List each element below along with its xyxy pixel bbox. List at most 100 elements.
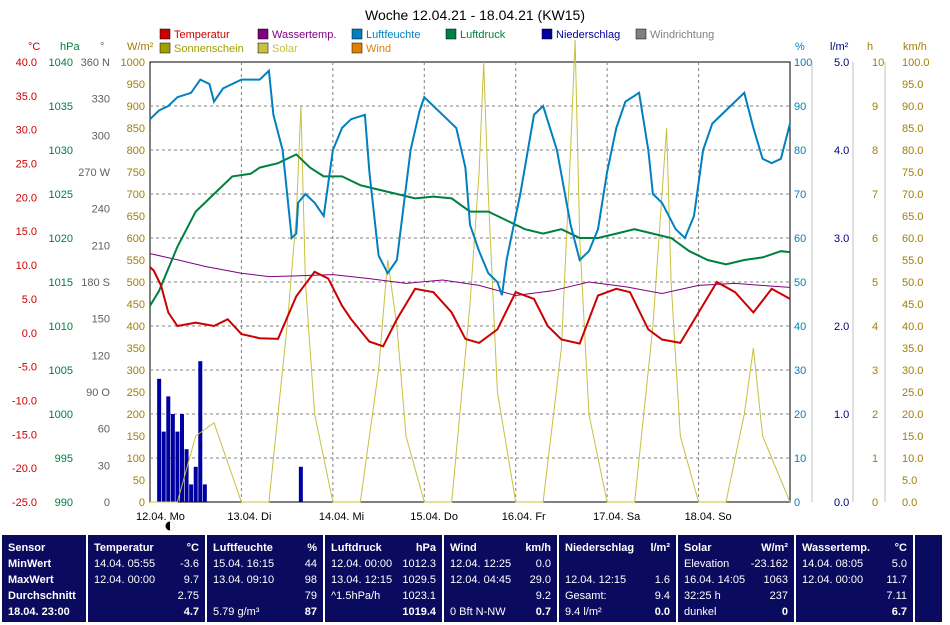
axis-tick-label: 20.0 [16,192,37,204]
axis-tick-label: 5 [872,277,878,289]
axis-tick-label: 1025 [49,189,73,201]
legend-swatch [159,42,171,54]
axis-tick-label: 700 [127,189,145,201]
solar-elevation-label: Elevation [684,558,730,570]
axis-tick-label: 4.0 [834,145,849,157]
chart-series [149,39,791,503]
luftdruck-max-value: 1029.5 [402,574,436,586]
solar-sunshine-hours: 32:25 h [684,590,721,602]
axis-tick-label: 1000 [49,409,73,421]
legend-label: Temperatur [174,29,230,41]
axis-unit: l/m² [830,41,849,53]
temperatur-max-value: 9.7 [183,574,199,586]
solar-elevation-value: -23.162 [750,558,788,570]
niederschlag-total-value: 9.4 [654,590,670,602]
axis-tick-label: 1035 [49,101,73,113]
luftfeuchte-now-value: 87 [304,606,317,618]
axis-tick-label: 330 [92,94,110,106]
axis-tick-label: 0.0 [834,497,849,509]
sensor-avg-label: Durchschnitt [8,590,76,602]
moon-phase-icon-light [170,521,175,531]
axis-tick-label: 60 [794,233,806,245]
axis-tick-label: 95.0 [902,79,923,91]
x-tick-label: 18.04. So [685,511,732,523]
axis-tick-label: 55.0 [902,255,923,267]
axis-tick-label: 75.0 [902,167,923,179]
temperatur-title: Temperatur [94,542,154,554]
axis-tick-label: 100 [127,453,145,465]
rain-bar [298,466,303,502]
axis-unit: hPa [60,41,80,53]
axis-tick-label: 300 [92,130,110,142]
axis-tick-label: 1020 [49,233,73,245]
solar-state: dunkel [684,606,717,618]
axis-tick-label: -10.0 [12,395,37,407]
axis-tick-label: 5.0 [902,475,917,487]
axis-tick-label: -25.0 [12,497,37,509]
niederschlag-total-label: Gesamt: [565,590,607,602]
sensor-title: Sensor [8,542,46,554]
panel-filler [915,535,942,622]
axis-tick-label: 7 [872,189,878,201]
legend-swatch [635,28,647,40]
x-tick-label: 17.04. Sa [593,511,641,523]
rain-bar [198,361,203,502]
axis-tick-label: 3.0 [834,233,849,245]
axis-tick-label: 20 [794,409,806,421]
axis-unit: km/h [903,41,927,53]
wassertemp-min-time: 14.04. 08:05 [802,558,864,570]
luftdruck-min-time: 12.04. 00:00 [331,558,393,570]
axis-tick-label: 500 [127,277,145,289]
axis-unit: °C [28,41,40,53]
axis-tick-label: 50.0 [902,277,923,289]
axis-tick-label: -15.0 [12,429,37,441]
axis-tick-label: 0 [872,497,878,509]
axis-tick-label: 10 [794,453,806,465]
axis-tick-label: 25.0 [902,387,923,399]
solar-max-value: 1063 [763,574,788,586]
niederschlag-unit: l/m² [650,542,670,554]
x-axis-labels: 12.04. Mo 13.04. Di 14.04. Mi 15.04. Do 16.0… [136,511,732,523]
legend-swatch [541,28,553,40]
axis-tick-label: 35.0 [16,91,37,103]
axis-tick-label: 210 [92,240,110,252]
axis-tick-label: 60.0 [902,233,923,245]
axis-tick-label: -20.0 [12,463,37,475]
luftfeuchte-max-value: 98 [304,574,317,586]
axis-tick-label: 10.0 [902,453,923,465]
axis-tick-label: 15.0 [902,431,923,443]
axis-tick-label: 40.0 [902,321,923,333]
axis-unit: h [867,41,873,53]
luftdruck-now-value: 1019.4 [402,606,436,618]
sensor-min-label: MinWert [8,558,52,570]
solar-now-value: 0 [781,606,788,618]
axis-tick-label: 850 [127,123,145,135]
axis-tick-label: 70.0 [902,189,923,201]
axis-tick-label: 200 [127,409,145,421]
axis-tick-label: 1.0 [834,409,849,421]
temperatur-max-time: 12.04. 00:00 [94,574,156,586]
wind-max-value: 29.0 [529,574,551,586]
axis-tick-label: 400 [127,321,145,333]
series-line-temperatur [149,266,791,348]
luftfeuchte-absolute: 5.79 g/m³ [213,606,260,618]
axis-tick-label: 35.0 [902,343,923,355]
axis-tick-label: 10 [872,57,884,69]
luftfeuchte-min-value: 44 [304,558,317,570]
panel-niederschlag: Niederschlag l/m² 12.04. 12:15 1.6 Gesamt:… [559,535,676,622]
legend-label: Luftdruck [460,29,506,41]
axis-tick-label: 150 [92,314,110,326]
panel-wind: Wind km/h 12.04. 12:25 0.0 12.04. 04:45 29.… [444,535,557,622]
rain-bar [193,466,198,502]
wassertemp-unit: °C [894,542,907,554]
wassertemp-max-value: 11.7 [886,574,907,586]
niederschlag-sum: 9.4 l/m² [565,606,602,618]
axis-tick-label: 1010 [49,321,73,333]
wassertemp-max-time: 12.04. 00:00 [802,574,864,586]
axis-tick-label: 240 [92,204,110,216]
axis-tick-label: 2 [872,409,878,421]
wind-avg-value: 9.2 [535,590,551,602]
axis-tick-label: 300 [127,365,145,377]
solar-unit: W/m² [761,542,788,554]
luftdruck-min-value: 1012.3 [402,558,436,570]
